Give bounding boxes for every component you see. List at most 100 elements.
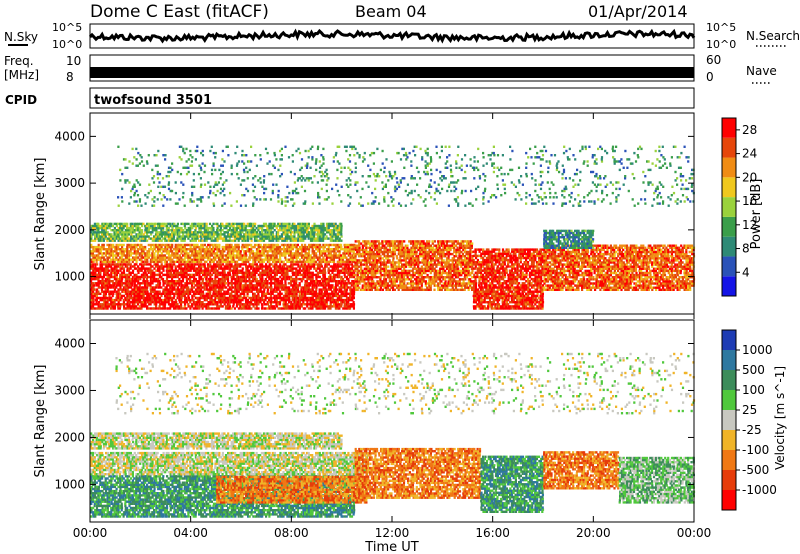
heatmap-cell	[190, 275, 193, 279]
heatmap-cell	[149, 254, 152, 257]
heatmap-cell	[102, 298, 106, 302]
heatmap-cell	[363, 257, 367, 260]
heatmap-cell	[282, 222, 285, 226]
heatmap-cell	[371, 244, 374, 247]
heatmap-cell	[335, 267, 338, 270]
heatmap-cell	[283, 250, 286, 253]
heatmap-cell	[300, 286, 303, 289]
heatmap-cell	[356, 250, 359, 254]
heatmap-cell	[252, 298, 255, 302]
heatmap-cell	[163, 254, 166, 257]
heatmap-cell	[131, 239, 134, 242]
heatmap-cell	[242, 271, 246, 274]
heatmap-cell	[239, 254, 242, 257]
heatmap-cell	[246, 301, 249, 304]
heatmap-cell	[282, 303, 285, 306]
heatmap-cell	[228, 254, 231, 257]
heatmap-cell	[331, 292, 334, 295]
heatmap-cell	[330, 298, 334, 302]
heatmap-cell	[230, 296, 233, 300]
heatmap-cell	[158, 224, 162, 228]
heatmap-cell	[340, 280, 343, 283]
heatmap-cell	[304, 288, 307, 291]
heatmap-cell	[214, 290, 217, 293]
heatmap-cell	[324, 288, 327, 291]
heatmap-cell	[141, 254, 144, 257]
heatmap-cell	[304, 290, 307, 293]
heatmap-cell	[235, 301, 238, 304]
heatmap-cell	[334, 263, 337, 266]
heatmap-cell	[194, 273, 197, 277]
heatmap-cell	[216, 235, 219, 238]
heatmap-cell	[266, 292, 269, 295]
heatmap-cell	[126, 237, 129, 240]
heatmap-cell	[139, 307, 142, 310]
heatmap-cell	[206, 271, 210, 274]
heatmap-cell	[188, 290, 192, 293]
heatmap-cell	[347, 307, 350, 310]
heatmap-cell	[297, 248, 300, 251]
heatmap-cell	[304, 286, 307, 289]
heatmap-cell	[235, 294, 239, 298]
nsearch-tick-top: 10^5	[706, 21, 736, 34]
heatmap-cell	[307, 222, 310, 226]
heatmap-cell	[302, 263, 305, 266]
heatmap-cell	[334, 275, 337, 279]
heatmap-cell	[122, 235, 126, 238]
cpid-value: twofsound 3501	[94, 93, 212, 108]
heatmap-cell	[298, 260, 301, 263]
heatmap-cell	[296, 271, 299, 274]
heatmap-cell	[237, 282, 241, 285]
heatmap-cell	[278, 282, 281, 285]
freq-series	[90, 67, 694, 78]
heatmap-cell	[122, 282, 125, 285]
heatmap-cell	[295, 277, 298, 281]
heatmap-cell	[244, 282, 247, 285]
heatmap-cell	[234, 229, 237, 232]
heatmap-cell	[171, 282, 174, 285]
heatmap-cell	[347, 273, 350, 277]
heatmap-cell	[306, 260, 309, 263]
heatmap-cell	[264, 273, 267, 277]
heatmap-cell	[162, 229, 165, 232]
heatmap-cell	[217, 307, 221, 310]
heatmap-cell	[94, 235, 97, 238]
heatmap-cell	[124, 275, 127, 279]
heatmap-cell	[151, 265, 154, 268]
heatmap-cell	[321, 280, 325, 283]
heatmap-cell	[232, 252, 235, 255]
heatmap-cell	[311, 282, 314, 285]
heatmap-cell	[361, 288, 364, 291]
heatmap-cell	[300, 303, 303, 306]
heatmap-cell	[122, 233, 125, 236]
heatmap-cell	[226, 231, 229, 234]
heatmap-cell	[173, 239, 176, 242]
heatmap-cell	[196, 260, 199, 263]
heatmap-cell	[230, 258, 233, 261]
heatmap-cell	[264, 303, 268, 306]
heatmap-cell	[90, 307, 93, 310]
heatmap-cell	[162, 237, 165, 240]
heatmap-cell	[331, 301, 334, 304]
heatmap-cell	[174, 252, 177, 255]
heatmap-cell	[103, 284, 106, 287]
heatmap-cell	[93, 250, 96, 253]
heatmap-cell	[289, 233, 293, 236]
heatmap-cell	[162, 303, 165, 306]
heatmap-cell	[236, 252, 239, 255]
heatmap-cell	[115, 256, 118, 259]
heatmap-cell	[252, 245, 255, 249]
heatmap-cell	[264, 292, 267, 295]
heatmap-cell	[104, 305, 108, 308]
heatmap-cell	[168, 265, 171, 268]
heatmap-cell	[264, 254, 267, 257]
heatmap-cell	[185, 269, 188, 272]
heatmap-cell	[372, 263, 375, 266]
heatmap-cell	[248, 269, 251, 272]
heatmap-cell	[349, 303, 352, 306]
heatmap-cell	[304, 267, 307, 270]
heatmap-cell	[368, 276, 371, 279]
heatmap-cell	[106, 273, 109, 277]
heatmap-cell	[250, 265, 253, 268]
heatmap-cell	[155, 277, 158, 281]
